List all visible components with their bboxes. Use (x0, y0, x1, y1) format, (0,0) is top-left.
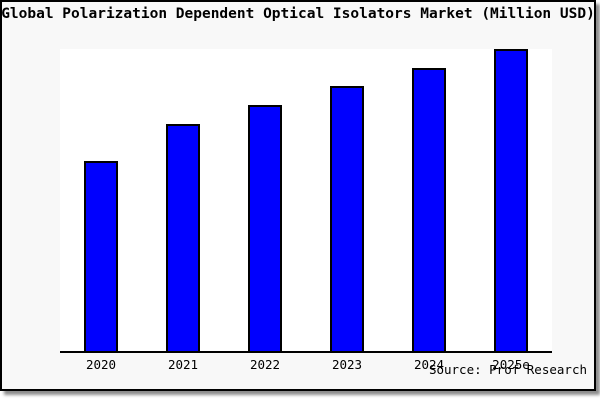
x-tick-2023: 2023 (331, 357, 363, 372)
bar-2020 (84, 161, 118, 351)
x-tick-2020: 2020 (85, 357, 117, 372)
x-tick-2021: 2021 (167, 357, 199, 372)
bar-2023 (330, 86, 364, 351)
x-tick-2022: 2022 (249, 357, 281, 372)
chart-card: Global Polarization Dependent Optical Is… (0, 0, 596, 391)
x-axis-tick-labels: 2020 2021 2022 2023 2024 2025e (60, 357, 552, 373)
bar-2021 (166, 123, 200, 351)
bar-2024 (412, 68, 446, 351)
plot-area (60, 49, 552, 353)
x-tick-2024: 2024 (413, 357, 445, 372)
bar-2025e (494, 49, 528, 351)
bar-2022 (248, 104, 282, 351)
x-tick-2025e: 2025e (492, 357, 530, 372)
chart-title: Global Polarization Dependent Optical Is… (1, 6, 595, 22)
source-label: Source: Prof Research (428, 362, 587, 377)
